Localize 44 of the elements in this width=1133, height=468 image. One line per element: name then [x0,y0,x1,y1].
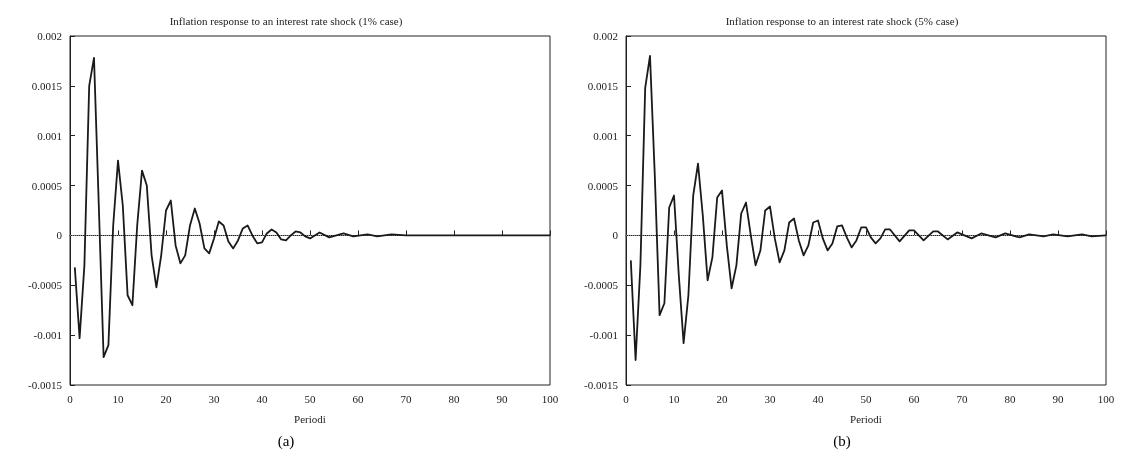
y-tick-label: -0.0005 [28,279,63,292]
chart-title: Inflation response to an interest rate shock (5% case) [725,14,959,28]
x-tick-label: 60 [908,392,920,405]
text: (a) [276,433,296,450]
x-tick-label: 20 [716,392,728,405]
y-tick-label: -0.0005 [584,279,619,292]
chart-title: Inflation response to an interest rate shock (1% case) [169,14,403,28]
y-tick-label: -0.0015 [584,379,619,391]
x-tick-label: 50 [860,392,872,405]
y-tick-label: 0 [612,229,619,242]
y-tick-label: 0.0005 [587,179,619,192]
text: (b) [832,433,852,450]
x-tick-label: 80 [1004,392,1016,405]
y-tick-label: 0.001 [593,129,618,142]
x-tick-label: 80 [448,392,460,405]
x-tick-label: 100 [1097,392,1115,405]
x-tick-label: 100 [541,392,559,405]
x-tick-label: 40 [256,392,268,405]
x-tick-label: 90 [496,392,508,405]
x-tick-label: 70 [400,392,412,405]
y-tick-label: 0.001 [37,129,62,142]
y-tick-label: 0.0005 [31,179,63,192]
x-tick-label: 30 [764,392,776,405]
x-tick-label: 40 [812,392,824,405]
x-tick-label: 10 [112,392,124,405]
x-tick-label: 0 [623,392,630,405]
x-tick-label: 70 [956,392,968,405]
x-tick-label: 30 [208,392,220,405]
y-tick-label: -0.001 [33,329,62,342]
x-tick-label: 90 [1052,392,1064,405]
x-tick-label: 50 [304,392,316,405]
x-tick-label: 0 [67,392,74,405]
y-tick-label: -0.001 [589,329,618,342]
y-tick-label: 0.0015 [587,79,619,92]
x-axis-title: Periodi [294,412,326,425]
y-tick-label: 0.0015 [31,79,63,92]
x-tick-label: 20 [160,392,172,405]
y-tick-label: 0.002 [593,30,618,42]
x-tick-label: 10 [668,392,680,405]
y-tick-label: 0.002 [37,30,62,42]
x-tick-label: 60 [352,392,364,405]
y-tick-label: -0.0015 [28,379,63,391]
x-axis-title: Periodi [850,412,882,425]
y-tick-label: 0 [56,229,63,242]
